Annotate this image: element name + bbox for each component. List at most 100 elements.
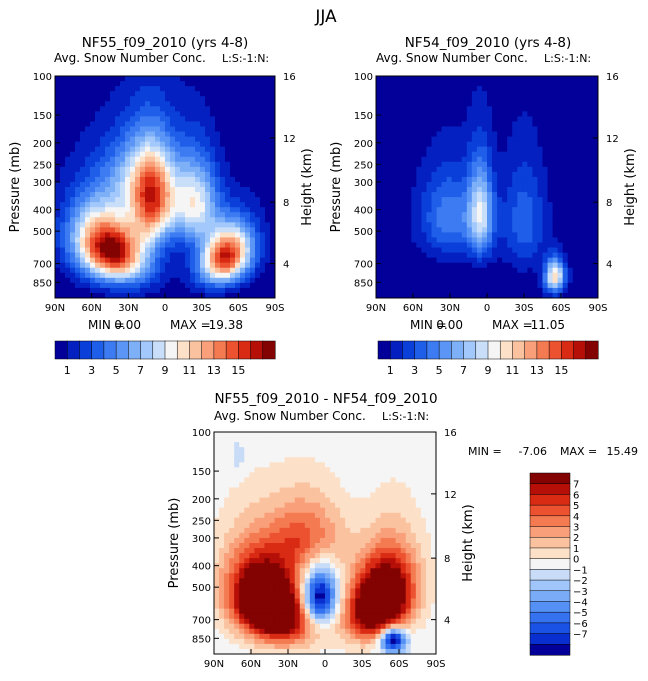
heatmap-cell (269, 517, 275, 524)
heatmap-cell (249, 593, 255, 599)
heatmap-cell (401, 202, 407, 208)
heatmap-cell (507, 277, 513, 284)
heatmap-cell (160, 106, 166, 112)
heatmap-cell (264, 638, 270, 645)
heatmap-cell (234, 573, 240, 579)
heatmap-cell (386, 197, 392, 203)
heatmap-cell (481, 287, 488, 294)
heatmap-cell (264, 472, 270, 478)
heatmap-cell (135, 96, 141, 102)
panel-nf55-min-value: 0.00 (114, 318, 141, 332)
colorbar-swatch (103, 340, 117, 360)
heatmap-cell (249, 537, 255, 544)
heatmap-cell (90, 187, 96, 193)
heatmap-cell (170, 187, 176, 193)
heatmap-cell (487, 222, 493, 228)
heatmap-cell (224, 537, 230, 544)
heatmap-cell (229, 578, 235, 584)
heatmap-cell (547, 257, 553, 264)
heatmap-cell (386, 212, 392, 218)
heatmap-cell (497, 176, 503, 183)
heatmap-cell (522, 187, 528, 193)
heatmap-cell (219, 497, 225, 504)
heatmap-cell (75, 207, 81, 213)
heatmap-cell (115, 121, 121, 127)
heatmap-cell (492, 136, 498, 142)
heatmap-cell (115, 282, 121, 289)
heatmap-cell (245, 91, 251, 97)
heatmap-cell (381, 176, 387, 183)
heatmap-cell (456, 212, 463, 218)
heatmap-cell (441, 187, 448, 193)
heatmap-cell (240, 232, 246, 238)
heatmap-cell (542, 106, 548, 112)
heatmap-cell (476, 111, 483, 117)
heatmap-cell (376, 136, 382, 142)
heatmap-cell (245, 121, 251, 127)
panel-nf55-title: NF55_f09_2010 (yrs 4-8) (82, 35, 249, 51)
heatmap-cell (466, 106, 473, 112)
heatmap-cell (105, 181, 111, 188)
heatmap-cell (426, 227, 432, 233)
heatmap-cell (210, 262, 216, 269)
heatmap-cell (269, 553, 275, 559)
heatmap-cell (416, 151, 422, 158)
heatmap-cell (456, 252, 463, 259)
heatmap-cell (532, 131, 538, 137)
heatmap-cell (562, 91, 569, 97)
heatmap-cell (527, 192, 533, 198)
heatmap-cell (170, 227, 176, 233)
heatmap-cell (265, 287, 271, 294)
heatmap-cell (557, 222, 564, 228)
heatmap-cell (160, 91, 166, 97)
heatmap-cell (562, 282, 569, 289)
heatmap-cell (527, 292, 533, 299)
heatmap-cell (215, 247, 221, 253)
heatmap-cell (170, 106, 176, 112)
heatmap-cell (264, 608, 270, 615)
heatmap-cell (95, 237, 101, 243)
heatmap-cell (245, 272, 251, 279)
heatmap-cell (250, 91, 256, 97)
heatmap-cell (421, 176, 427, 183)
heatmap-cell (224, 522, 230, 529)
heatmap-cell (235, 192, 241, 198)
heatmap-cell (150, 207, 156, 213)
x-tick-label: 0 (162, 303, 168, 314)
heatmap-cell (245, 192, 251, 198)
heatmap-cell (497, 197, 503, 203)
heatmap-cell (259, 548, 265, 554)
heatmap-cell (304, 532, 311, 539)
heatmap-cell (225, 232, 231, 238)
heatmap-cell (195, 242, 201, 248)
heatmap-cell (471, 287, 478, 294)
heatmap-cell (250, 277, 256, 284)
heatmap-cell (572, 257, 579, 264)
heatmap-cell (319, 497, 326, 504)
heatmap-cell (557, 136, 564, 142)
heatmap-cell (507, 91, 513, 97)
heatmap-cell (205, 202, 211, 208)
heatmap-cell (497, 247, 503, 253)
heatmap-cell (284, 462, 291, 468)
heatmap-cell (110, 171, 116, 178)
heatmap-cell (155, 237, 161, 243)
colorbar-swatch (164, 340, 178, 360)
heatmap-cell (239, 462, 245, 468)
heatmap-cell (386, 171, 392, 178)
heatmap-cell (185, 96, 191, 102)
heatmap-cell (125, 187, 131, 193)
heatmap-cell (155, 247, 161, 253)
heatmap-cell (507, 111, 513, 117)
y2-tick-label: 8 (606, 198, 612, 209)
heatmap-cell (110, 136, 116, 142)
heatmap-cell (265, 136, 271, 142)
heatmap-cell (225, 166, 231, 173)
heatmap-cell (200, 126, 206, 132)
heatmap-cell (552, 247, 559, 253)
heatmap-cell (567, 197, 574, 203)
heatmap-cell (75, 272, 81, 279)
heatmap-cell (304, 608, 311, 615)
heatmap-cell (220, 192, 226, 198)
heatmap-cell (245, 207, 251, 213)
